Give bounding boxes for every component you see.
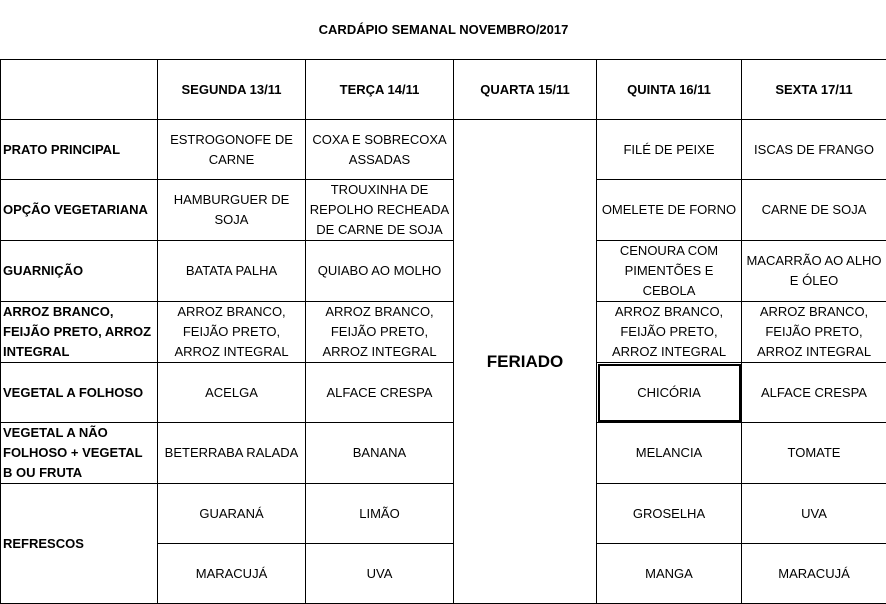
cell-thursday[interactable]: MELANCIA bbox=[597, 423, 742, 484]
row-label[interactable]: GUARNIÇÃO bbox=[1, 241, 158, 302]
cell-friday[interactable]: MACARRÃO AO ALHO E ÓLEO bbox=[742, 241, 886, 302]
row-label[interactable]: VEGETAL A NÃO FOLHOSO + VEGETAL B OU FRU… bbox=[1, 423, 158, 484]
table-row: VEGETAL A NÃO FOLHOSO + VEGETAL B OU FRU… bbox=[1, 423, 886, 484]
cell-thursday[interactable]: ARROZ BRANCO, FEIJÃO PRETO, ARROZ INTEGR… bbox=[597, 302, 742, 363]
cell-tuesday[interactable]: ARROZ BRANCO, FEIJÃO PRETO, ARROZ INTEGR… bbox=[306, 302, 454, 363]
cell-thursday[interactable]: FILÉ DE PEIXE bbox=[597, 120, 742, 180]
table-row: PRATO PRINCIPAL ESTROGONOFE DE CARNE COX… bbox=[1, 120, 886, 180]
cell-thursday[interactable]: MANGA bbox=[597, 544, 742, 604]
page-title: CARDÁPIO SEMANAL NOVEMBRO/2017 bbox=[1, 0, 886, 60]
table-row: ARROZ BRANCO, FEIJÃO PRETO, ARROZ INTEGR… bbox=[1, 302, 886, 363]
cell-tuesday[interactable]: UVA bbox=[306, 544, 454, 604]
row-label[interactable]: OPÇÃO VEGETARIANA bbox=[1, 180, 158, 241]
header-monday[interactable]: SEGUNDA 13/11 bbox=[158, 60, 306, 120]
cell-tuesday[interactable]: QUIABO AO MOLHO bbox=[306, 241, 454, 302]
cell-friday[interactable]: ARROZ BRANCO, FEIJÃO PRETO, ARROZ INTEGR… bbox=[742, 302, 886, 363]
header-wednesday[interactable]: QUARTA 15/11 bbox=[454, 60, 597, 120]
header-row: SEGUNDA 13/11 TERÇA 14/11 QUARTA 15/11 Q… bbox=[1, 60, 886, 120]
cell-friday[interactable]: MARACUJÁ bbox=[742, 544, 886, 604]
cell-friday[interactable]: ALFACE CRESPA bbox=[742, 363, 886, 423]
cell-monday[interactable]: ACELGA bbox=[158, 363, 306, 423]
cell-friday[interactable]: ISCAS DE FRANGO bbox=[742, 120, 886, 180]
cell-tuesday[interactable]: COXA E SOBRECOXA ASSADAS bbox=[306, 120, 454, 180]
cell-thursday[interactable]: OMELETE DE FORNO bbox=[597, 180, 742, 241]
table-row: GUARNIÇÃO BATATA PALHA QUIABO AO MOLHO C… bbox=[1, 241, 886, 302]
row-label-drinks[interactable]: REFRESCOS bbox=[1, 484, 158, 604]
table-row: REFRESCOS GUARANÁ LIMÃO GROSELHA UVA bbox=[1, 484, 886, 544]
cell-monday[interactable]: MARACUJÁ bbox=[158, 544, 306, 604]
cell-monday[interactable]: ESTROGONOFE DE CARNE bbox=[158, 120, 306, 180]
cell-monday[interactable]: BETERRABA RALADA bbox=[158, 423, 306, 484]
row-label[interactable]: VEGETAL A FOLHOSO bbox=[1, 363, 158, 423]
cell-thursday[interactable]: CENOURA COM PIMENTÕES E CEBOLA bbox=[597, 241, 742, 302]
holiday-cell[interactable]: FERIADO bbox=[454, 120, 597, 604]
cell-monday[interactable]: GUARANÁ bbox=[158, 484, 306, 544]
table-row: VEGETAL A FOLHOSO ACELGA ALFACE CRESPA C… bbox=[1, 363, 886, 423]
cell-tuesday[interactable]: BANANA bbox=[306, 423, 454, 484]
cell-monday[interactable]: HAMBURGUER DE SOJA bbox=[158, 180, 306, 241]
header-tuesday[interactable]: TERÇA 14/11 bbox=[306, 60, 454, 120]
cell-monday[interactable]: BATATA PALHA bbox=[158, 241, 306, 302]
cell-friday[interactable]: CARNE DE SOJA bbox=[742, 180, 886, 241]
table-row: OPÇÃO VEGETARIANA HAMBURGUER DE SOJA TRO… bbox=[1, 180, 886, 241]
cell-tuesday[interactable]: TROUXINHA DE REPOLHO RECHEADA DE CARNE D… bbox=[306, 180, 454, 241]
corner-cell[interactable] bbox=[1, 60, 158, 120]
cell-tuesday[interactable]: LIMÃO bbox=[306, 484, 454, 544]
row-label[interactable]: ARROZ BRANCO, FEIJÃO PRETO, ARROZ INTEGR… bbox=[1, 302, 158, 363]
row-label[interactable]: PRATO PRINCIPAL bbox=[1, 120, 158, 180]
cell-monday[interactable]: ARROZ BRANCO, FEIJÃO PRETO, ARROZ INTEGR… bbox=[158, 302, 306, 363]
cell-thursday-selected[interactable]: CHICÓRIA bbox=[597, 363, 742, 423]
cell-thursday[interactable]: GROSELHA bbox=[597, 484, 742, 544]
header-thursday[interactable]: QUINTA 16/11 bbox=[597, 60, 742, 120]
header-friday[interactable]: SEXTA 17/11 bbox=[742, 60, 886, 120]
cell-friday[interactable]: TOMATE bbox=[742, 423, 886, 484]
cell-friday[interactable]: UVA bbox=[742, 484, 886, 544]
cell-tuesday[interactable]: ALFACE CRESPA bbox=[306, 363, 454, 423]
